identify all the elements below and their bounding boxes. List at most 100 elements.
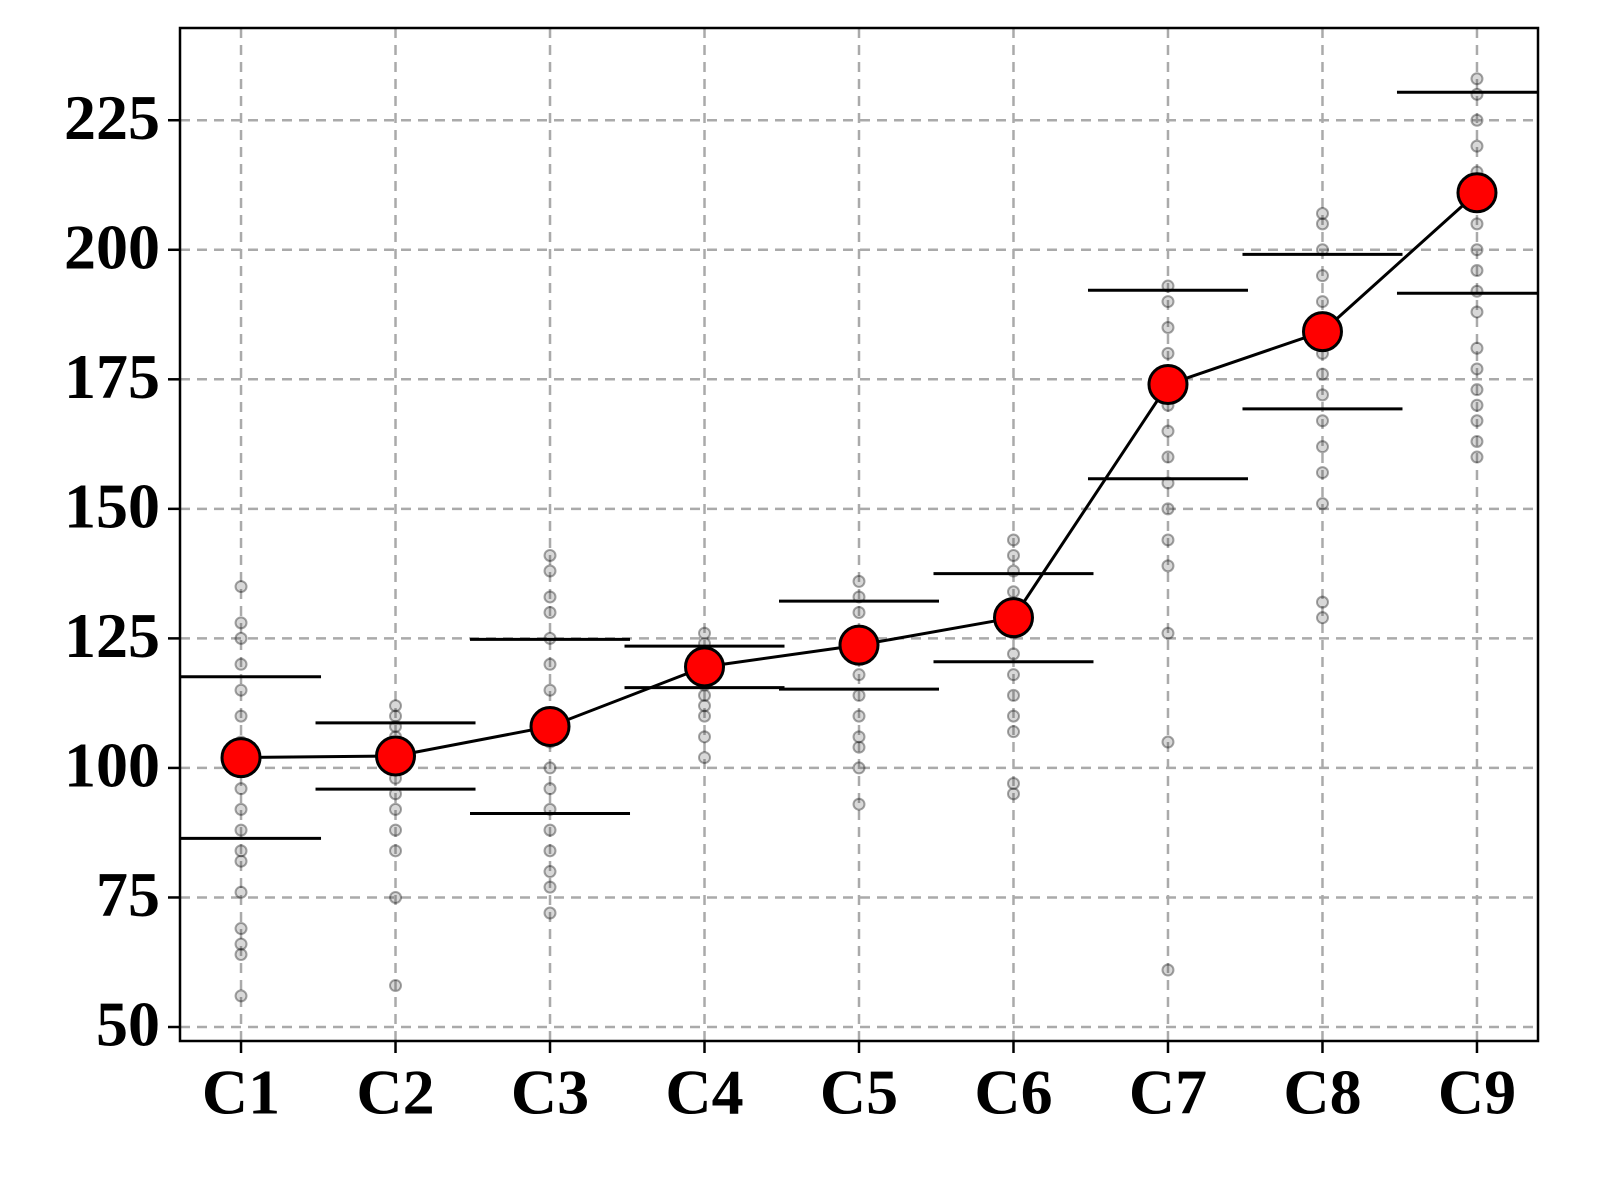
- x-tick-label: C5: [820, 1057, 898, 1128]
- sample-point: [1315, 611, 1329, 625]
- sample-point: [1315, 269, 1329, 283]
- sample-point: [1470, 263, 1484, 277]
- sample-point: [1161, 963, 1175, 977]
- sample-point: [543, 782, 557, 796]
- axes: 50 75 100 125 150 175 200 225 C1 C2 C3 C4 C5 C6 C7 C8 C9: [64, 82, 1516, 1128]
- x-tick-label: C4: [665, 1057, 743, 1128]
- sample-point: [1006, 533, 1020, 547]
- sample-point: [389, 844, 403, 858]
- sample-point: [1006, 668, 1020, 682]
- sample-point: [1315, 466, 1329, 480]
- sample-point: [234, 937, 248, 951]
- sample-point: [852, 797, 866, 811]
- mean-marker: [375, 735, 417, 777]
- sample-point: [852, 574, 866, 588]
- x-tick-label: C3: [511, 1057, 589, 1128]
- sample-point: [1006, 725, 1020, 739]
- sample-point: [389, 890, 403, 904]
- sample-point: [1470, 434, 1484, 448]
- sample-point: [1161, 424, 1175, 438]
- x-tick-label: C1: [202, 1057, 280, 1128]
- grid: [180, 28, 1538, 1041]
- sample-point: [234, 885, 248, 899]
- sample-point: [1315, 440, 1329, 454]
- mean-marker: [838, 624, 880, 666]
- mean-marker: [1456, 172, 1498, 214]
- sample-point: [852, 605, 866, 619]
- mean-marker: [220, 737, 262, 779]
- y-tick-label: 75: [96, 859, 160, 930]
- sample-point: [234, 616, 248, 630]
- sample-point: [1161, 533, 1175, 547]
- sample-point: [543, 761, 557, 775]
- sample-point: [1470, 450, 1484, 464]
- sample-point: [234, 631, 248, 645]
- sample-point: [389, 802, 403, 816]
- plot-area: [180, 72, 1538, 1003]
- sample-point: [543, 683, 557, 697]
- sample-point: [234, 947, 248, 961]
- sample-point: [1006, 709, 1020, 723]
- sample-point: [234, 854, 248, 868]
- sample-point: [698, 699, 712, 713]
- sample-point: [852, 740, 866, 754]
- sample-point: [1315, 295, 1329, 309]
- sample-point: [1470, 305, 1484, 319]
- sample-point: [698, 626, 712, 640]
- y-tick-label: 225: [64, 82, 160, 153]
- x-tick-label: C7: [1129, 1057, 1207, 1128]
- y-tick-label: 125: [64, 600, 160, 671]
- sample-point: [852, 668, 866, 682]
- sample-point: [698, 751, 712, 765]
- y-tick-label: 100: [64, 730, 160, 801]
- sample-point: [1470, 113, 1484, 127]
- sample-point: [1470, 284, 1484, 298]
- sample-point: [543, 548, 557, 562]
- sample-point: [543, 823, 557, 837]
- sample-point: [1161, 320, 1175, 334]
- sample-point: [1161, 735, 1175, 749]
- sample-point: [1470, 139, 1484, 153]
- sample-point: [1161, 502, 1175, 516]
- x-tick-label: C2: [356, 1057, 434, 1128]
- sample-point: [234, 657, 248, 671]
- sample-point: [543, 590, 557, 604]
- sample-point: [1315, 595, 1329, 609]
- sample-point: [389, 823, 403, 837]
- sample-point: [543, 605, 557, 619]
- x-tick-label: C8: [1283, 1057, 1361, 1128]
- sample-point: [234, 683, 248, 697]
- sample-point: [389, 709, 403, 723]
- sample-point: [543, 844, 557, 858]
- y-tick-label: 150: [64, 471, 160, 542]
- sample-point: [1161, 295, 1175, 309]
- axes-frame: [178, 26, 1540, 1043]
- sample-point: [1315, 367, 1329, 381]
- sample-point: [1161, 450, 1175, 464]
- sample-point: [1470, 383, 1484, 397]
- sample-point: [1470, 243, 1484, 257]
- sample-point: [543, 880, 557, 894]
- sample-point: [389, 979, 403, 993]
- sample-point: [389, 699, 403, 713]
- sample-point: [1006, 548, 1020, 562]
- sample-point: [234, 782, 248, 796]
- sample-point: [1470, 362, 1484, 376]
- sample-point: [1161, 559, 1175, 573]
- sample-point: [852, 730, 866, 744]
- sample-point: [234, 580, 248, 594]
- x-tick-label: C6: [974, 1057, 1052, 1128]
- mean-marker: [529, 705, 571, 747]
- sample-point: [543, 564, 557, 578]
- sample-point: [852, 761, 866, 775]
- sample-point: [852, 688, 866, 702]
- sample-point: [1470, 341, 1484, 355]
- y-tick-label: 50: [96, 989, 160, 1060]
- sample-point: [543, 906, 557, 920]
- sample-point: [234, 823, 248, 837]
- mean-marker: [1301, 311, 1343, 353]
- mean-marker: [992, 597, 1034, 639]
- mean-marker: [684, 646, 726, 688]
- sample-point: [1006, 688, 1020, 702]
